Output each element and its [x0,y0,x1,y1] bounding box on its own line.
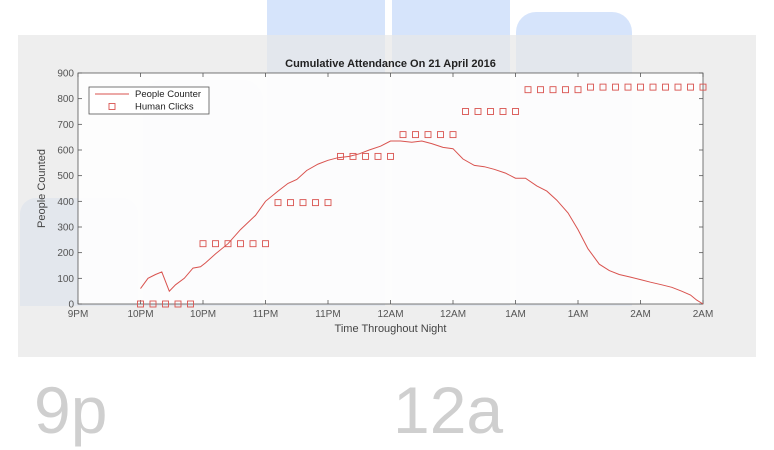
x-tick-label: 1AM [568,309,589,320]
y-tick-label: 300 [57,223,74,234]
human-clicks-marker [399,131,407,139]
y-axis-label: People Counted [36,149,48,228]
human-clicks-marker [662,83,669,91]
y-tick-label: 0 [68,300,74,311]
human-clicks-marker [237,240,244,248]
human-clicks-marker [487,108,494,115]
human-clicks-marker [674,83,682,91]
backdrop-time-label: 9p [34,373,108,447]
human-clicks-marker [474,108,482,115]
human-clicks-marker [524,86,532,94]
human-clicks-marker [149,300,157,308]
human-clicks-marker [499,108,507,115]
human-clicks-marker [612,83,619,91]
human-clicks-marker [412,131,419,139]
human-clicks-marker [199,240,207,248]
y-tick-label: 600 [57,146,74,157]
human-clicks-marker [137,300,144,308]
x-tick-label: 1AM [505,309,526,320]
human-clicks-marker [624,83,632,91]
human-clicks-marker [374,152,382,160]
human-clicks-marker [324,199,332,207]
human-clicks-marker [424,131,432,139]
x-tick-label: 9PM [68,309,89,320]
legend-label: People Counter [135,89,201,100]
y-tick-label: 800 [57,94,74,105]
human-clicks-marker [312,199,319,207]
legend-label: Human Clicks [135,102,194,113]
human-clicks-marker [262,240,269,248]
human-clicks-marker [574,86,582,94]
x-tick-label: 10PM [127,309,153,320]
human-clicks-marker [687,83,694,91]
human-clicks-marker [562,86,569,94]
x-tick-label: 10PM [190,309,216,320]
human-clicks-marker [437,131,444,139]
human-clicks-marker [387,152,394,160]
human-clicks-marker [349,152,357,160]
y-tick-label: 500 [57,171,74,182]
human-clicks-marker [174,300,182,308]
human-clicks-marker [649,83,657,91]
human-clicks-marker [224,240,232,248]
human-clicks-marker [549,86,557,94]
backdrop-time-label: 12a [393,373,504,447]
human-clicks-marker [462,108,469,115]
human-clicks-marker [212,240,219,248]
human-clicks-marker [274,199,282,207]
x-tick-label: 11PM [315,309,340,320]
chart-title: Cumulative Attendance On 21 April 2016 [285,58,496,70]
human-clicks-marker [449,131,457,139]
x-tick-label: 2AM [630,309,651,320]
human-clicks-marker [299,199,307,207]
x-tick-label: 12AM [440,309,466,320]
human-clicks-marker [537,86,544,94]
x-axis-label: Time Throughout Night [335,323,447,335]
human-clicks-marker [599,83,607,91]
human-clicks-marker [699,83,707,91]
human-clicks-marker [362,152,369,160]
people-counter-line [140,140,704,305]
x-tick-label: 2AM [693,309,714,320]
y-tick-label: 700 [57,120,74,131]
y-tick-label: 200 [57,248,74,259]
x-tick-label: 11PM [253,309,278,320]
legend-marker-swatch [108,103,116,110]
human-clicks-marker [249,240,257,248]
x-tick-label: 12AM [377,309,403,320]
y-tick-label: 100 [57,274,74,285]
human-clicks-marker [162,300,169,308]
human-clicks-marker [187,300,194,308]
y-tick-label: 400 [57,197,74,208]
human-clicks-marker [287,199,294,207]
y-tick-label: 900 [57,69,74,80]
human-clicks-marker [337,152,344,160]
human-clicks-marker [637,83,644,91]
human-clicks-marker [512,108,519,115]
human-clicks-marker [587,83,594,91]
